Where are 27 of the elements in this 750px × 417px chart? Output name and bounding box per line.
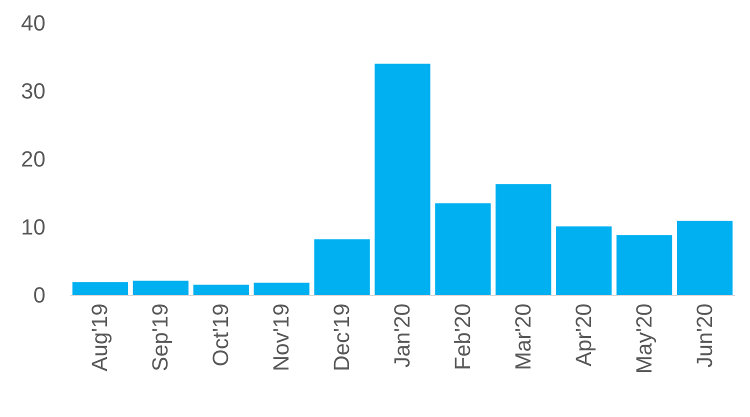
bar xyxy=(314,239,370,295)
y-tick-label: 10 xyxy=(21,214,46,240)
x-tick-label: Dec'19 xyxy=(329,304,354,372)
x-tick-label: Feb'20 xyxy=(450,304,475,370)
bar xyxy=(556,226,612,295)
x-tick-label: Mar'20 xyxy=(510,304,536,370)
y-tick-label: 30 xyxy=(21,78,46,104)
y-tick-label: 20 xyxy=(21,146,46,172)
x-tick-label: Apr'20 xyxy=(570,304,596,366)
y-tick-label: 0 xyxy=(33,282,46,308)
bar xyxy=(616,235,672,295)
bar xyxy=(72,282,128,295)
bar xyxy=(132,280,188,295)
bar xyxy=(254,282,310,295)
bar xyxy=(496,184,552,295)
bar xyxy=(193,284,249,295)
bar xyxy=(676,220,733,295)
bar xyxy=(435,203,491,295)
y-tick-label: 40 xyxy=(21,10,46,36)
x-tick-label: Jun'20 xyxy=(692,304,717,368)
x-tick-label: Nov'19 xyxy=(268,304,294,372)
x-tick-label: Oct'19 xyxy=(208,304,234,366)
x-tick-label: Aug'19 xyxy=(87,304,112,372)
x-tick-label: May'20 xyxy=(631,304,656,374)
bar xyxy=(374,64,430,295)
x-tick-label: Sep'19 xyxy=(148,304,173,372)
x-tick-label: Jan'20 xyxy=(390,304,414,368)
